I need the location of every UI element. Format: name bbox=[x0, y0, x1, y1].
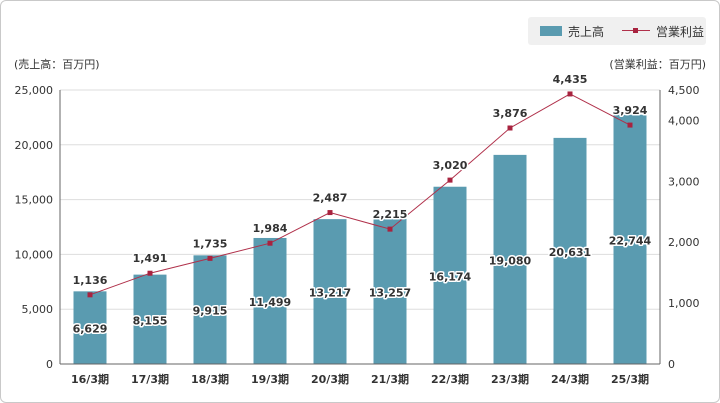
sales-value-label: 13,217 bbox=[309, 287, 351, 300]
left-tick-label: 5,000 bbox=[22, 303, 54, 316]
profit-value-label: 2,215 bbox=[373, 208, 408, 221]
category-label: 25/3期 bbox=[611, 372, 649, 386]
operating-profit-marker bbox=[447, 177, 453, 183]
sales-value-label: 13,257 bbox=[369, 286, 411, 299]
left-tick-label: 25,000 bbox=[15, 84, 54, 97]
sales-value-label: 8,155 bbox=[133, 314, 168, 327]
chart-legend: 売上高 営業利益 bbox=[528, 17, 706, 45]
legend-label-profit: 営業利益 bbox=[656, 25, 705, 39]
left-tick-label: 0 bbox=[46, 358, 53, 371]
operating-profit-line bbox=[89, 93, 631, 296]
operating-profit-marker bbox=[567, 91, 573, 97]
category-label: 22/3期 bbox=[431, 372, 469, 386]
sales-value-label: 19,080 bbox=[489, 254, 532, 267]
sales-bar bbox=[253, 237, 287, 364]
sales-value-label: 22,744 bbox=[609, 234, 652, 247]
sales-bar bbox=[613, 114, 647, 364]
category-label: 19/3期 bbox=[251, 372, 289, 386]
operating-profit-marker bbox=[387, 226, 393, 232]
profit-value-label: 3,876 bbox=[493, 107, 528, 120]
sales-value-label: 20,631 bbox=[549, 246, 591, 259]
sales-bar bbox=[433, 186, 467, 364]
operating-profit-marker bbox=[507, 125, 513, 131]
operating-profit-marker bbox=[147, 270, 153, 276]
operating-profit-marker bbox=[267, 240, 273, 246]
sales-bar bbox=[373, 218, 407, 364]
category-label: 20/3期 bbox=[311, 372, 349, 386]
legend-swatch-sales bbox=[540, 26, 562, 36]
sales-value-label: 6,629 bbox=[73, 323, 108, 336]
right-tick-label: 1,000 bbox=[668, 297, 700, 310]
profit-value-label: 4,435 bbox=[553, 73, 588, 86]
profit-value-label: 3,924 bbox=[613, 104, 648, 117]
sales-bar bbox=[73, 291, 107, 364]
sales-bar bbox=[133, 274, 167, 364]
legend-swatch-profit-marker bbox=[633, 28, 638, 33]
sales-value-label: 16,174 bbox=[429, 270, 472, 283]
right-tick-label: 0 bbox=[668, 358, 675, 371]
right-tick-label: 2,000 bbox=[668, 236, 700, 249]
operating-profit-marker bbox=[327, 210, 333, 216]
sales-value-label: 9,915 bbox=[193, 305, 228, 318]
profit-value-label: 2,487 bbox=[313, 192, 348, 205]
profit-value-label: 1,136 bbox=[73, 274, 108, 287]
sales-bar bbox=[493, 154, 527, 364]
profit-value-label: 3,020 bbox=[433, 159, 468, 172]
left-axis-unit-label: (売上高：百万円) bbox=[14, 58, 100, 71]
left-tick-label: 10,000 bbox=[15, 248, 54, 261]
left-tick-label: 15,000 bbox=[15, 194, 54, 207]
profit-value-label: 1,735 bbox=[193, 237, 228, 250]
right-tick-label: 4,000 bbox=[668, 114, 700, 127]
profit-value-label: 1,491 bbox=[133, 252, 168, 265]
right-axis-unit-label: (営業利益：百万円) bbox=[609, 58, 706, 71]
profit-value-label: 1,984 bbox=[253, 222, 288, 235]
operating-profit-marker bbox=[627, 122, 633, 128]
category-label: 18/3期 bbox=[191, 372, 229, 386]
sales-bar bbox=[193, 255, 227, 364]
category-label: 24/3期 bbox=[551, 372, 589, 386]
category-label: 17/3期 bbox=[131, 372, 169, 386]
sales-bar bbox=[553, 137, 587, 364]
right-tick-label: 4,500 bbox=[668, 84, 700, 97]
category-label: 21/3期 bbox=[371, 372, 409, 386]
sales-value-label: 11,499 bbox=[249, 296, 291, 309]
right-tick-label: 3,000 bbox=[668, 175, 700, 188]
legend-label-sales: 売上高 bbox=[568, 25, 605, 39]
operating-profit-marker bbox=[207, 255, 213, 261]
operating-profit-marker bbox=[87, 292, 93, 298]
category-label: 16/3期 bbox=[71, 372, 109, 386]
left-tick-label: 20,000 bbox=[15, 139, 54, 152]
category-label: 23/3期 bbox=[491, 372, 529, 386]
sales-bar bbox=[313, 219, 347, 364]
